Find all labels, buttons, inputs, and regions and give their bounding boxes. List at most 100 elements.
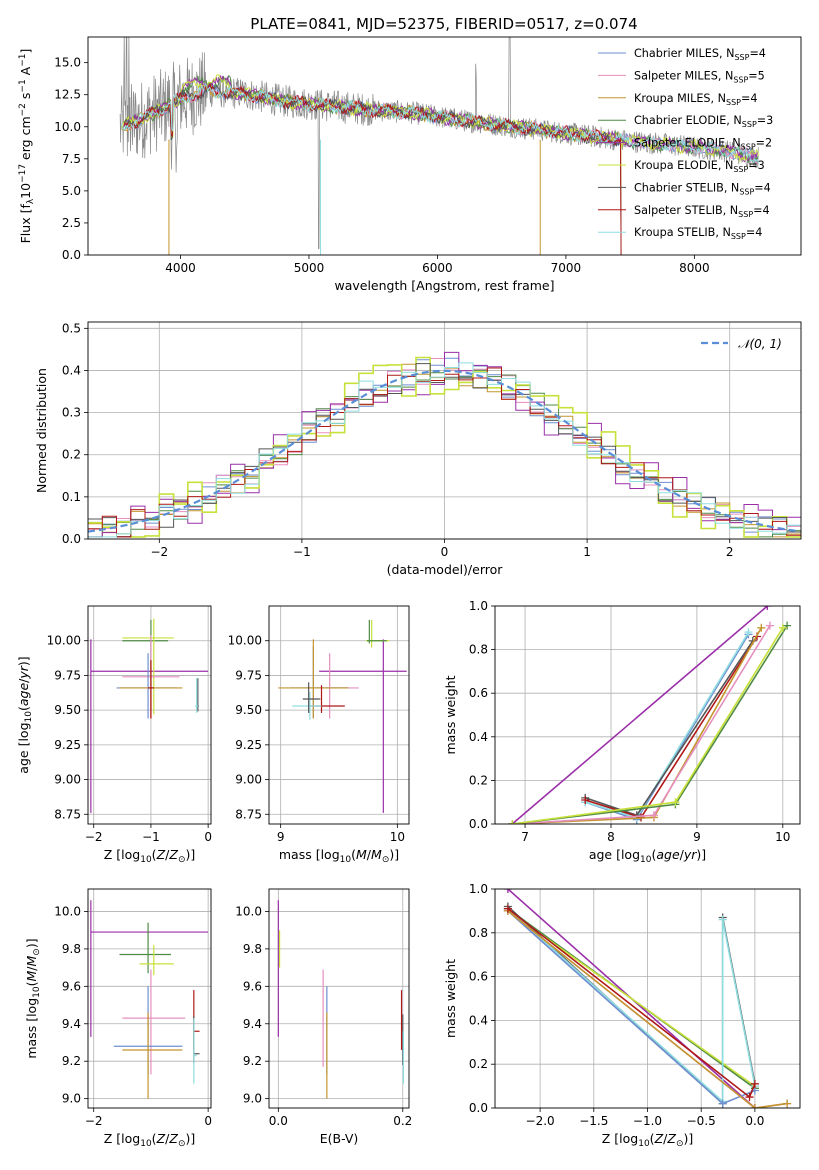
y-tick-label: 12.5 xyxy=(54,88,81,102)
y-tick-label: 0.2 xyxy=(469,1057,488,1071)
x-tick-label: 2 xyxy=(726,545,734,559)
y-tick-label: 9.2 xyxy=(62,1054,81,1068)
mass-weight-marker xyxy=(750,1079,759,1088)
y-tick-label: 9.50 xyxy=(235,703,262,717)
mass-weight-marker xyxy=(508,820,517,824)
y-axis-label: mass [log10(M/M⊙)] xyxy=(24,938,42,1058)
y-tick-label: 7.5 xyxy=(62,152,81,166)
legend-entry: Chabrier ELODIE, NSSP=3 xyxy=(634,114,773,129)
y-tick-label: 9.6 xyxy=(62,979,81,993)
mass-weight-marker xyxy=(750,1104,759,1108)
y-tick-label: 0.5 xyxy=(62,321,81,335)
y-tick-label: 0.6 xyxy=(469,686,488,700)
y-tick-label: 0.4 xyxy=(469,730,488,744)
y-tick-label: 9.00 xyxy=(235,773,262,787)
y-tick-label: 10.0 xyxy=(54,904,81,918)
legend-entry: Salpeter MILES, NSSP=5 xyxy=(634,69,765,84)
x-tick-label: −1 xyxy=(142,830,160,844)
axes-frame xyxy=(268,605,410,825)
x-tick-label: 9 xyxy=(693,830,701,844)
y-tick-label: 10.00 xyxy=(47,634,81,648)
x-tick-label: 0 xyxy=(204,1114,212,1128)
x-axis-label: age [log10(age/yr)] xyxy=(589,847,706,865)
y-tick-label: 0.8 xyxy=(469,643,488,657)
y-tick-label: 9.00 xyxy=(54,773,81,787)
x-tick-label: 7 xyxy=(521,830,529,844)
mass-weight-marker xyxy=(718,915,727,924)
y-tick-label: 9.25 xyxy=(54,738,81,752)
legend-entry: Salpeter STELIB, NSSP=4 xyxy=(634,204,770,219)
x-tick-label: 0.0 xyxy=(745,1114,764,1128)
x-axis-label: (data-model)/error xyxy=(387,562,504,577)
spectrum-plot-area xyxy=(119,37,760,255)
observed-spectrum-line xyxy=(119,37,759,249)
z_age-panel: −2 −1 0 8.75 9.00 9.25 9.50 9.75 10.00 Z [log10(Z… xyxy=(16,605,212,865)
mass-weight-marker xyxy=(757,623,766,632)
mass-weight-marker xyxy=(503,904,512,913)
age_massweight-plot-area xyxy=(508,606,792,824)
axes-frame xyxy=(87,605,212,825)
y-axis-label: mass weight xyxy=(443,959,458,1038)
y-tick-label: 0.0 xyxy=(62,248,81,262)
z_mass-panel: −2 0 9.0 9.2 9.4 9.6 9.8 10.0 Z [log10(Z/Z⊙)] mas… xyxy=(24,888,212,1149)
axes-frame xyxy=(87,36,802,256)
y-tick-label: 9.6 xyxy=(243,979,262,993)
mass-weight-marker xyxy=(783,1099,792,1108)
y-tick-label: 0.6 xyxy=(469,970,488,984)
legend-entry: Kroupa STELIB, NSSP=4 xyxy=(634,226,762,241)
y-tick-label: 1.0 xyxy=(469,882,488,896)
gaussian-curve xyxy=(88,369,799,533)
model-spectrum-kroupa-stelib xyxy=(120,83,760,165)
x-axis-label: wavelength [Angstrom, rest frame] xyxy=(334,278,554,293)
x-tick-label: −1 xyxy=(293,545,311,559)
y-tick-label: 0.8 xyxy=(469,926,488,940)
y-tick-label: 0.4 xyxy=(62,363,81,377)
residuals-panel: −2 −1 0 1 2 0.0 0.1 0.2 0.3 0.4 0.5 𝒩(0, 1) (data-mo… xyxy=(34,321,802,577)
x-tick-label: −2 xyxy=(85,1114,103,1128)
x-tick-label: 9 xyxy=(277,830,285,844)
x-tick-label: 0 xyxy=(441,545,449,559)
x-tick-label: −2 xyxy=(85,830,103,844)
x-tick-label: 5000 xyxy=(294,261,325,275)
axes-frame xyxy=(268,888,410,1109)
y-tick-label: 0.1 xyxy=(62,490,81,504)
z_age-plot-area xyxy=(90,618,209,813)
mass_age-panel: 9 10 8.75 9.00 9.25 9.50 9.75 10.00 mass [log10(… xyxy=(228,605,410,865)
mass-weight-marker xyxy=(778,623,787,632)
y-tick-label: 9.75 xyxy=(235,668,262,682)
y-axis-label: Normed distribution xyxy=(34,368,49,493)
y-tick-label: 1.0 xyxy=(469,599,488,613)
mass-weight-marker xyxy=(745,1093,754,1102)
y-tick-label: 0.2 xyxy=(469,773,488,787)
x-axis-label: Z [log10(Z/Z⊙)] xyxy=(104,847,196,865)
mass-weight-line xyxy=(507,910,788,1108)
y-tick-label: 0.0 xyxy=(469,817,488,831)
figure-title: PLATE=0841, MJD=52375, FIBERID=0517, z=0… xyxy=(250,15,637,33)
x-tick-label: 0 xyxy=(204,830,212,844)
legend-entry: Kroupa MILES, NSSP=4 xyxy=(634,92,757,107)
x-tick-label: −2 xyxy=(150,545,168,559)
y-tick-label: 5.0 xyxy=(62,184,81,198)
x-tick-label: 6000 xyxy=(422,261,453,275)
y-tick-label: 0.2 xyxy=(62,448,81,462)
y-axis-label: mass weight xyxy=(443,675,458,754)
spectrum-legend: Chabrier MILES, NSSP=4 Salpeter MILES, NS… xyxy=(598,47,773,241)
y-tick-label: 2.5 xyxy=(62,216,81,230)
y-axis-label: age [log10(age/yr)] xyxy=(16,656,34,773)
histogram-kroupa-stelib xyxy=(88,362,801,538)
x-tick-label: 10 xyxy=(390,830,405,844)
y-tick-label: 9.0 xyxy=(62,1092,81,1106)
z_massweight-panel: −2.0 −1.5 −1.0 −0.5 0.0 0.0 0.2 0.4 0.6 0.8 1.0 Z [… xyxy=(443,882,801,1149)
x-tick-label: −0.5 xyxy=(687,1114,716,1128)
y-tick-label: 0.3 xyxy=(62,406,81,420)
histogram-kroupa-elodie xyxy=(88,356,801,538)
y-tick-label: 8.75 xyxy=(54,807,81,821)
mass-weight-marker xyxy=(649,811,658,820)
x-tick-label: 8 xyxy=(607,830,615,844)
z_massweight-plot-area xyxy=(503,889,792,1108)
ebv_mass-panel: 0.0 0.2 9.0 9.2 9.4 9.6 9.8 10.0 E(B-V) xyxy=(235,888,412,1146)
x-axis-label: Z [log10(Z/Z⊙)] xyxy=(104,1131,196,1149)
y-tick-label: 0.0 xyxy=(62,532,81,546)
x-tick-label: −1.5 xyxy=(579,1114,608,1128)
y-tick-label: 9.8 xyxy=(243,942,262,956)
